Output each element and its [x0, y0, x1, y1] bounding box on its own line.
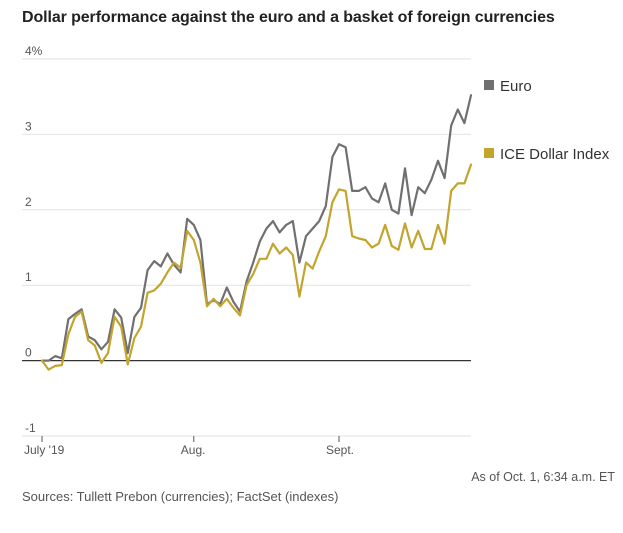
y-tick-label: 1 — [25, 270, 32, 284]
x-axis: July '19 Aug. Sept. — [24, 436, 354, 457]
x-tick-label: Sept. — [326, 443, 354, 457]
as-of-note: As of Oct. 1, 6:34 a.m. ET — [471, 470, 615, 484]
legend: Euro ICE Dollar Index — [484, 78, 610, 163]
legend-swatch — [484, 80, 494, 90]
y-tick-label: 2 — [25, 195, 32, 209]
y-tick-label: 0 — [25, 346, 32, 360]
legend-label: Euro — [500, 78, 532, 95]
series-line-euro — [40, 94, 473, 362]
x-tick-label: Aug. — [181, 443, 206, 457]
series-line-ice-dollar-index — [40, 163, 473, 371]
x-tick-label: July '19 — [24, 443, 65, 457]
y-tick-label: 4% — [25, 44, 43, 58]
grid-lines — [22, 58, 471, 437]
series-lines — [40, 94, 473, 371]
y-axis-labels: 4% 3 2 1 0 -1 — [25, 44, 43, 435]
y-tick-label: 3 — [25, 119, 32, 133]
sources-note: Sources: Tullett Prebon (currencies); Fa… — [22, 489, 339, 504]
legend-label: ICE Dollar Index — [500, 146, 610, 163]
legend-swatch — [484, 148, 494, 158]
chart-title: Dollar performance against the euro and … — [22, 9, 555, 26]
y-tick-label: -1 — [25, 421, 36, 435]
